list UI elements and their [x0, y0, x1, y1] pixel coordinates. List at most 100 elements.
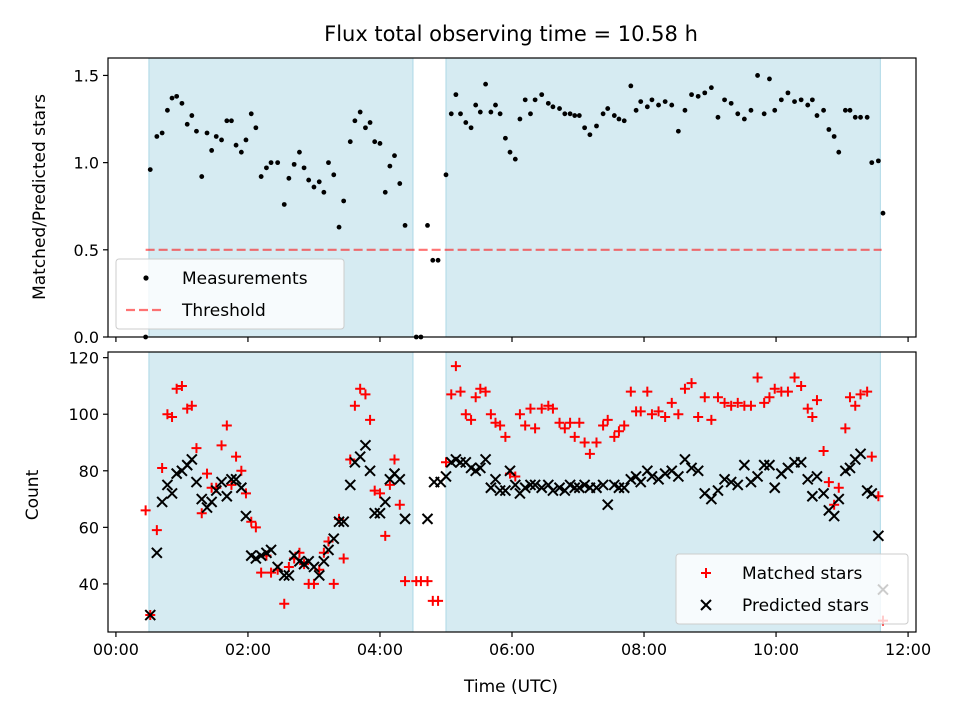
data-point	[519, 482, 531, 494]
y-tick-label: 120	[68, 349, 99, 368]
data-point	[811, 395, 822, 406]
data-point	[767, 76, 772, 82]
legend-box	[675, 553, 909, 625]
data-point	[380, 530, 391, 541]
data-point	[483, 81, 488, 87]
data-point	[836, 149, 842, 155]
legend-0: Measurements Threshold	[115, 258, 345, 330]
data-point	[594, 123, 599, 129]
data-point	[374, 507, 386, 519]
data-point	[326, 160, 331, 166]
x-tick-label: 00:00	[93, 640, 139, 659]
data-point	[522, 97, 528, 103]
data-point	[474, 462, 487, 474]
legend-marker	[700, 599, 712, 611]
data-point	[382, 189, 388, 195]
data-point	[338, 553, 349, 564]
data-point	[499, 484, 512, 497]
x-tick-label: 04:00	[357, 640, 403, 659]
data-point	[253, 125, 259, 131]
data-point	[171, 383, 182, 394]
y-tick-label: 0.0	[74, 328, 99, 347]
data-point	[809, 97, 815, 103]
data-point	[167, 412, 178, 423]
bottom-panel-counts: 40 60 80 100 120 00:00 02:00 04:00 06:00 08:00 10:…	[68, 349, 931, 659]
data-point	[852, 114, 858, 120]
data-point	[377, 141, 383, 146]
data-point	[866, 487, 878, 500]
data-point	[547, 484, 559, 497]
data-point	[728, 100, 734, 106]
data-point	[875, 158, 881, 164]
data-point	[322, 544, 335, 556]
data-point	[331, 172, 337, 178]
data-point	[553, 482, 566, 494]
data-point	[673, 409, 684, 420]
data-point	[772, 107, 778, 113]
data-point	[341, 198, 347, 204]
data-point	[157, 462, 168, 473]
data-point	[240, 488, 251, 499]
data-point	[196, 508, 207, 519]
data-point	[238, 149, 244, 155]
data-point	[619, 420, 630, 431]
data-point	[565, 417, 576, 428]
data-point	[279, 598, 290, 609]
data-point	[598, 420, 609, 431]
data-point	[369, 485, 380, 496]
data-point	[389, 454, 400, 465]
data-point	[752, 372, 763, 383]
data-point	[349, 400, 360, 411]
data-point	[844, 462, 856, 474]
observing-interval-1-0	[148, 351, 414, 633]
data-point	[573, 482, 586, 494]
data-point	[306, 177, 312, 183]
top-panel-ratio: 0.0 0.5 1.0 1.5 Measurements Threshold	[74, 57, 917, 347]
data-point	[789, 372, 800, 383]
data-point	[712, 392, 723, 403]
data-point	[689, 92, 694, 98]
data-point	[732, 479, 744, 491]
x-tick-label: 02:00	[225, 640, 271, 659]
data-point	[443, 172, 449, 178]
data-point	[646, 409, 657, 420]
data-point	[301, 165, 307, 171]
data-point	[826, 127, 832, 132]
data-point	[833, 482, 844, 493]
data-point	[255, 549, 267, 562]
data-point	[402, 223, 408, 228]
data-point	[576, 113, 582, 118]
data-point	[345, 454, 356, 465]
data-point	[644, 104, 650, 110]
series-1-1	[144, 439, 889, 621]
data-point	[435, 257, 441, 263]
data-point	[666, 397, 677, 408]
data-point	[165, 107, 170, 113]
data-point	[328, 578, 339, 589]
data-point	[520, 420, 531, 431]
data-point	[179, 100, 185, 106]
data-point	[759, 397, 770, 408]
data-point	[256, 567, 267, 578]
data-point	[364, 465, 376, 477]
data-point	[463, 120, 469, 125]
data-point	[802, 403, 813, 414]
data-point	[805, 102, 811, 108]
data-point	[363, 125, 368, 131]
data-point	[833, 493, 845, 505]
data-point	[189, 113, 195, 118]
legend-label: Matched stars	[742, 564, 862, 584]
data-point	[359, 439, 372, 452]
data-point	[154, 134, 160, 139]
data-point	[705, 493, 718, 505]
data-point	[831, 134, 837, 139]
x-tick: 12:00	[885, 640, 931, 659]
data-point	[210, 484, 222, 497]
data-point	[479, 453, 492, 466]
data-point	[497, 111, 503, 117]
data-point	[250, 522, 261, 533]
data-point	[243, 137, 249, 143]
data-point	[347, 139, 353, 145]
data-point	[448, 111, 454, 117]
data-point	[387, 163, 393, 169]
